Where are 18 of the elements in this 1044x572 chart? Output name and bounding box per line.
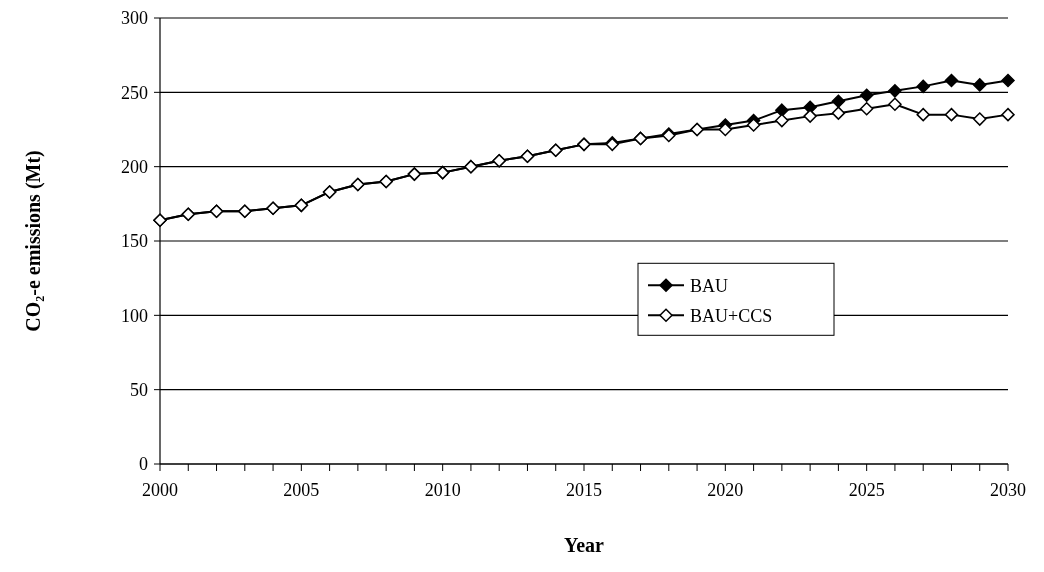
x-axis-title: Year [564, 534, 605, 556]
x-tick-label: 2030 [990, 480, 1026, 500]
y-axis-title: CO₂-e emissions (Mt) [22, 150, 45, 332]
x-tick-label: 2010 [424, 480, 461, 500]
x-tick-label: 2025 [848, 480, 885, 500]
legend-label: BAU+CCS [690, 305, 773, 326]
x-tick-label: 2005 [283, 480, 320, 500]
y-tick-label: 50 [130, 379, 148, 400]
x-tick-label: 2015 [566, 480, 602, 500]
y-tick-label: 100 [121, 305, 148, 326]
y-tick-label: 0 [139, 454, 148, 475]
y-tick-label: 150 [121, 231, 148, 252]
x-tick-label: 2020 [707, 480, 744, 500]
y-tick-label: 300 [121, 8, 148, 29]
y-tick-label: 250 [121, 82, 148, 103]
x-tick-label: 2000 [142, 480, 178, 500]
y-tick-label: 200 [121, 156, 148, 177]
legend-label: BAU [690, 275, 729, 296]
